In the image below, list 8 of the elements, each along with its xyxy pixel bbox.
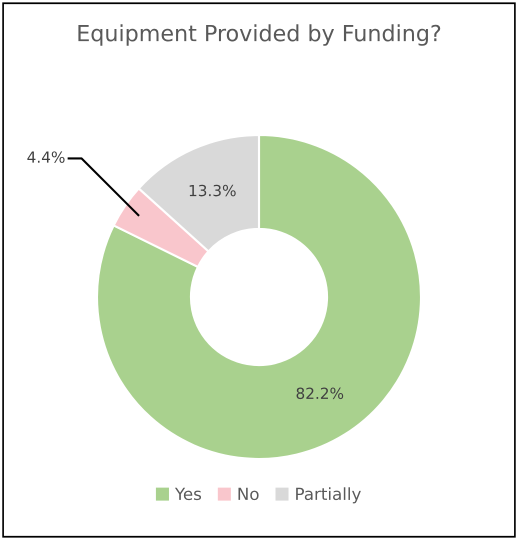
donut-slice [96,134,422,460]
data-label: 82.2% [296,388,344,400]
chart-title: Equipment Provided by Funding? [78,24,440,46]
legend-label: Partially [296,487,361,504]
data-label: 4.4% [27,151,65,163]
legend-label: Yes [174,488,202,500]
data-label: 13.3% [190,184,236,196]
legend-label: No [238,488,259,500]
